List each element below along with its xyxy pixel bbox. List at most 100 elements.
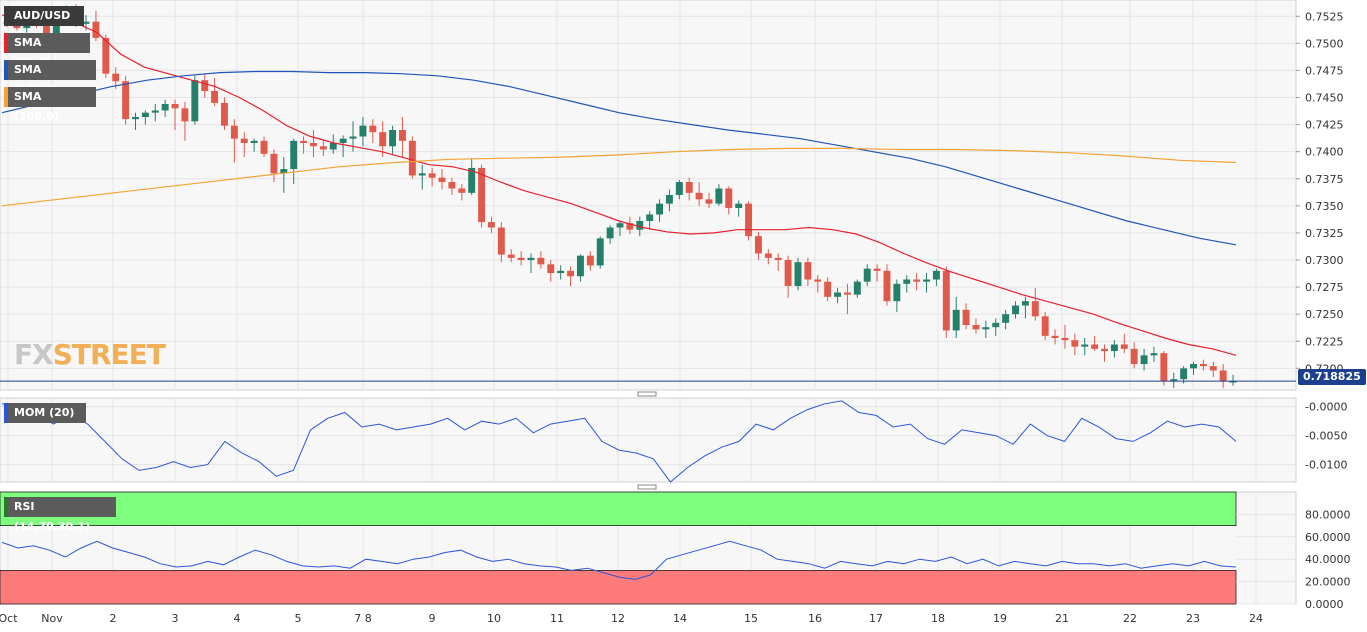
candle-body bbox=[201, 80, 209, 91]
candle-body bbox=[1120, 344, 1128, 349]
legend-mom[interactable]: MOM (20) bbox=[4, 403, 86, 423]
candle-body bbox=[982, 327, 990, 330]
candle-body bbox=[181, 108, 189, 122]
price-tick-label: 0.7450 bbox=[1305, 92, 1344, 105]
legend-rsi-label: RSI (14,70,30,1) bbox=[14, 500, 91, 533]
candle-body bbox=[1101, 348, 1108, 351]
x-tick-label: 7 8 bbox=[354, 612, 372, 625]
price-tick-label: 0.7475 bbox=[1305, 64, 1344, 77]
candle-body bbox=[359, 125, 367, 137]
rsi-tick-label: 0.0000 bbox=[1305, 598, 1344, 611]
candle-body bbox=[310, 143, 317, 147]
candle-body bbox=[517, 257, 525, 260]
x-tick-label: 10 bbox=[487, 612, 501, 625]
x-tick-label: 15 bbox=[744, 612, 758, 625]
candle-body bbox=[161, 104, 169, 111]
candle-body bbox=[399, 130, 406, 141]
candle-body bbox=[1180, 368, 1188, 380]
mom-panel-bg bbox=[0, 397, 1297, 483]
candle-body bbox=[675, 182, 683, 195]
candle-body bbox=[478, 167, 486, 223]
candle-body bbox=[893, 283, 901, 302]
candle-body bbox=[1071, 340, 1079, 347]
candle-body bbox=[972, 325, 980, 330]
candle-body bbox=[171, 104, 179, 109]
candle-body bbox=[369, 125, 377, 133]
candle-body bbox=[13, 23, 21, 29]
legend-sma200-label: SMA (200,0) bbox=[14, 90, 59, 123]
legend-sma100[interactable]: SMA (100,0) bbox=[4, 60, 96, 96]
sma-line-200 bbox=[1, 14, 1237, 356]
x-tick-label: 22 bbox=[1123, 612, 1137, 625]
candle-body bbox=[151, 110, 159, 113]
candle-body bbox=[962, 309, 970, 325]
rsi-tick-label: 40.0000 bbox=[1305, 553, 1351, 566]
legend-sma100-swatch bbox=[4, 60, 8, 80]
candle-body bbox=[428, 173, 436, 178]
last-price-tag: 0.718825 bbox=[1298, 369, 1366, 385]
fxstreet-logo: FXSTREET bbox=[14, 338, 166, 371]
candle-body bbox=[576, 255, 584, 277]
candle-body bbox=[438, 177, 446, 182]
mom-line bbox=[1, 400, 1237, 483]
candle-body bbox=[122, 81, 130, 120]
rsi-tick-label: 60.0000 bbox=[1305, 531, 1351, 544]
candle-body bbox=[300, 140, 308, 143]
candle-body bbox=[448, 182, 456, 189]
candle-body bbox=[23, 23, 31, 29]
candle-body bbox=[280, 169, 288, 174]
x-tick-label: 9 bbox=[429, 612, 436, 625]
candle-body bbox=[211, 91, 219, 103]
legend-sma20-swatch bbox=[4, 33, 8, 53]
x-tick-label: 16 bbox=[808, 612, 822, 625]
candle-body bbox=[418, 173, 426, 176]
candle-body bbox=[221, 102, 228, 126]
candle-body bbox=[240, 138, 248, 143]
candle-body bbox=[379, 132, 387, 147]
legend-audusd[interactable]: AUD/USD bbox=[4, 6, 84, 26]
legend-sma20[interactable]: SMA (20,0) bbox=[4, 33, 90, 69]
candle-body bbox=[112, 73, 120, 82]
candle-body bbox=[250, 140, 258, 143]
candle-body bbox=[1031, 301, 1039, 317]
candle-body bbox=[883, 270, 891, 302]
candle-body bbox=[1081, 344, 1089, 347]
candle-body bbox=[507, 254, 515, 258]
candle-body bbox=[339, 138, 347, 143]
candle-body bbox=[952, 309, 960, 331]
legend-audusd-swatch bbox=[4, 6, 8, 26]
candle-body bbox=[1002, 314, 1010, 323]
price-panel-bg bbox=[0, 0, 1297, 391]
legend-rsi[interactable]: RSI (14,70,30,1) bbox=[4, 497, 116, 533]
candle-body bbox=[1041, 316, 1049, 336]
sma-line-1000 bbox=[1, 70, 1237, 246]
x-tick-label: 2 bbox=[110, 612, 117, 625]
candle-body bbox=[92, 21, 100, 38]
candle-body bbox=[567, 270, 575, 277]
candle-body bbox=[646, 214, 654, 221]
x-tick-label: 14 bbox=[673, 612, 687, 625]
candle-body bbox=[82, 21, 90, 24]
x-tick-label: 4 bbox=[234, 612, 241, 625]
x-tick-label: 3 bbox=[172, 612, 179, 625]
x-tick-label: Nov bbox=[41, 612, 63, 625]
candle-body bbox=[824, 281, 832, 297]
candle-body bbox=[408, 140, 416, 176]
candle-body bbox=[557, 270, 565, 273]
candle-body bbox=[656, 203, 664, 215]
candle-body bbox=[1209, 366, 1217, 371]
candle-body bbox=[230, 125, 238, 139]
candle-body bbox=[290, 140, 298, 169]
candle-body bbox=[685, 182, 693, 193]
mom-tick-label: -0.0050 bbox=[1305, 430, 1347, 443]
candle-body bbox=[132, 117, 139, 120]
candle-body bbox=[942, 270, 950, 331]
candle-body bbox=[606, 227, 614, 239]
candle-body bbox=[141, 112, 149, 117]
candle-body bbox=[497, 227, 505, 255]
candle-body bbox=[1190, 364, 1197, 369]
candle-body bbox=[863, 268, 871, 282]
candle-body bbox=[1160, 353, 1168, 382]
legend-sma200[interactable]: SMA (200,0) bbox=[4, 87, 96, 123]
